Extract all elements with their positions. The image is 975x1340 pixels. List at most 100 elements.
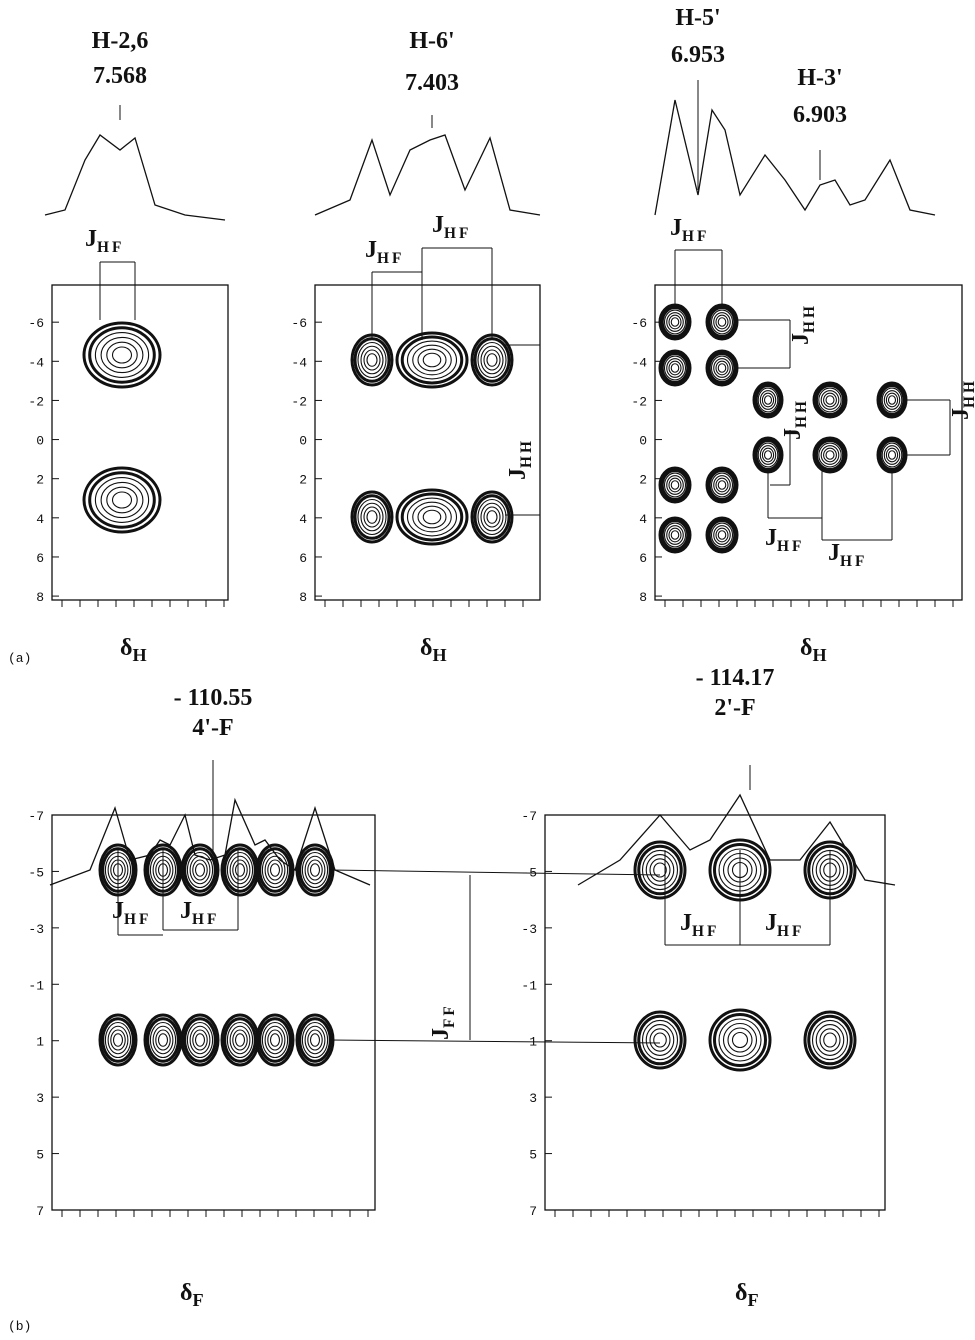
contour — [187, 1023, 212, 1058]
symbol-label: JFF — [428, 1003, 458, 1040]
symbol-label: JHF — [765, 525, 804, 555]
contour — [402, 337, 462, 383]
subscript: HF — [192, 911, 219, 928]
y-tick-label: -5 — [521, 865, 537, 880]
contour — [816, 386, 843, 415]
peak-name: H-2,6 — [92, 28, 149, 54]
contour — [882, 388, 902, 412]
contour — [665, 310, 686, 334]
symbol-label: JHH — [505, 438, 535, 480]
contour — [355, 339, 389, 382]
contour — [650, 859, 670, 881]
symbol: J — [432, 212, 444, 238]
contour — [358, 500, 386, 535]
peak-name: 4'-F — [192, 715, 233, 741]
contour — [260, 1019, 291, 1062]
contour — [756, 441, 780, 470]
contour — [487, 354, 497, 367]
contour — [639, 1016, 682, 1064]
contour — [718, 364, 726, 373]
contour — [478, 500, 506, 535]
y-tick-label: -4 — [28, 355, 44, 370]
symbol: δ — [180, 1280, 192, 1306]
y-tick-label: -7 — [521, 809, 537, 824]
contour — [90, 328, 155, 382]
contour — [423, 510, 441, 524]
symbol: J — [948, 408, 974, 420]
contour — [271, 1034, 280, 1047]
contour — [408, 341, 457, 379]
contour — [671, 531, 679, 540]
contour — [709, 354, 735, 383]
subscript: FF — [441, 1003, 458, 1028]
symbol: J — [765, 910, 777, 936]
peak-shift: 7.403 — [405, 70, 459, 96]
contour — [364, 350, 380, 370]
contour — [196, 864, 205, 877]
contour — [712, 356, 733, 380]
contour — [709, 471, 735, 500]
contour — [820, 1029, 840, 1051]
subscript: HF — [777, 538, 804, 555]
connector — [330, 1040, 660, 1043]
y-tick-label: 1 — [36, 1035, 44, 1050]
peak-shift: 7.568 — [93, 63, 147, 89]
contour — [826, 396, 834, 405]
symbol: J — [828, 540, 840, 566]
y-tick-label: -1 — [521, 978, 537, 993]
contour — [475, 339, 509, 382]
contour — [236, 864, 245, 877]
contour — [880, 441, 904, 470]
y-tick-label: 7 — [36, 1204, 44, 1219]
subscript: HH — [793, 398, 810, 428]
contour — [107, 487, 137, 513]
contour — [765, 451, 772, 460]
symbol-label: JHF — [365, 237, 404, 267]
contour — [826, 451, 834, 460]
contour — [302, 1023, 327, 1058]
symbol: δ — [420, 635, 432, 661]
symbol-label: δH — [800, 635, 830, 665]
symbol: J — [428, 1028, 454, 1040]
symbol-label: JHF — [828, 540, 867, 570]
y-tick-label: -7 — [28, 809, 44, 824]
contour — [478, 343, 506, 378]
contour — [671, 364, 679, 373]
y-tick-label: 2 — [639, 473, 647, 488]
contour — [300, 849, 331, 892]
y-tick-label: -6 — [28, 316, 44, 331]
contour — [487, 511, 497, 524]
contour — [367, 354, 377, 367]
peak-name: H-6' — [409, 28, 454, 54]
contour — [236, 1034, 245, 1047]
contour — [148, 1019, 179, 1062]
y-tick-label: 8 — [299, 590, 307, 605]
contour — [756, 386, 780, 415]
contour — [882, 443, 902, 467]
page: (a)H-2,67.568JHFδH-6-4-202468H-6'7.403JH… — [0, 0, 975, 1340]
peak-shift: - 114.17 — [696, 665, 775, 691]
contour — [643, 1020, 678, 1059]
contour — [302, 853, 327, 888]
spectrum-trace — [45, 135, 225, 220]
connector — [330, 870, 660, 875]
contour — [809, 1016, 852, 1064]
y-tick-label: -4 — [291, 355, 307, 370]
y-tick-label: 1 — [529, 1035, 537, 1050]
y-tick-label: 4 — [36, 512, 44, 527]
y-tick-label: 0 — [299, 434, 307, 449]
symbol-label: JHF — [85, 226, 124, 256]
y-tick-label: 2 — [36, 473, 44, 488]
subscript: HH — [518, 438, 535, 468]
peak-name: 2'-F — [714, 695, 755, 721]
contour — [733, 1033, 748, 1048]
contour — [709, 308, 735, 337]
contour — [185, 1019, 216, 1062]
symbol-label: JHH — [780, 398, 810, 440]
peak-shift: 6.953 — [671, 42, 725, 68]
y-tick-label: -5 — [28, 865, 44, 880]
contour — [824, 1033, 837, 1047]
peak-name: H-5' — [675, 5, 720, 31]
symbol-label: δH — [420, 635, 450, 665]
contour — [671, 318, 679, 327]
